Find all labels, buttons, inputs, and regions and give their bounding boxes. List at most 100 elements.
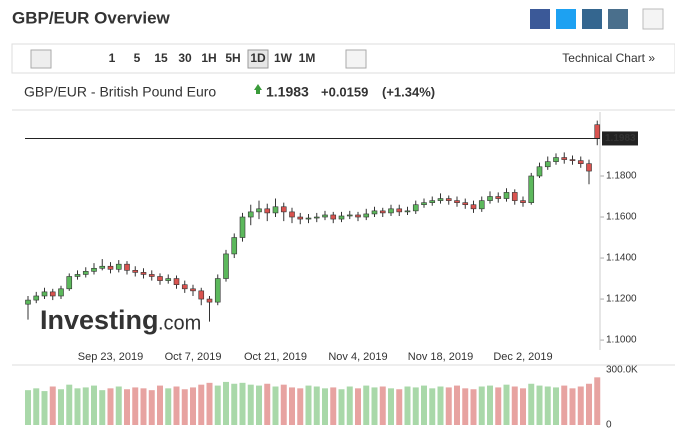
stocktwits-icon[interactable] (582, 9, 602, 29)
interval-button[interactable]: 5H (225, 51, 240, 65)
volume-tick-label: 300.0K (606, 365, 638, 376)
volume-bar (33, 388, 40, 425)
volume-bar (594, 377, 601, 425)
y-tick-label: 1.1600 (606, 212, 637, 223)
twitter-icon[interactable] (556, 9, 576, 29)
x-tick-label: Dec 2, 2019 (493, 351, 552, 363)
candle-body (305, 217, 312, 220)
volume-bar (206, 382, 213, 425)
volume-bar (355, 388, 361, 425)
volume-bar (528, 383, 535, 425)
price: 1.1983 (266, 84, 309, 100)
candle-body (264, 208, 271, 214)
candle-body (577, 160, 584, 164)
volume-bar (49, 386, 56, 425)
candle-body (544, 161, 551, 168)
candle-body (404, 210, 411, 213)
candle-body (322, 214, 328, 218)
volume-bar (82, 387, 89, 425)
volume-bar (313, 386, 320, 425)
volume-bar (198, 384, 205, 425)
candle-body (58, 288, 64, 297)
share-icons[interactable] (530, 8, 664, 30)
candle-body (272, 206, 279, 214)
settings-button[interactable] (345, 49, 367, 69)
volume-bar (412, 387, 419, 425)
volume-bar (322, 388, 328, 425)
volume-bar (495, 387, 502, 425)
x-tick-label: Nov 18, 2019 (408, 351, 473, 363)
candle-body (223, 253, 229, 279)
instrument-name: GBP/EUR - British Pound Euro (24, 84, 216, 100)
candle-body (74, 274, 81, 277)
candle-type-button[interactable] (30, 49, 52, 69)
candle-body (379, 210, 386, 214)
volume-bar (569, 388, 576, 425)
volume-bar (247, 384, 254, 425)
candle-body (157, 276, 163, 281)
volume-bar (272, 386, 279, 425)
volume-bar (173, 386, 180, 425)
volume-bar (280, 384, 287, 425)
interval-button[interactable]: 1 (109, 51, 116, 65)
candle-body (470, 204, 477, 210)
info-icon[interactable] (642, 8, 664, 30)
y-tick-label: 1.1400 (606, 253, 637, 264)
candle-body (289, 211, 295, 218)
volume-bar (190, 387, 196, 425)
volume-bar (165, 388, 172, 425)
watermark-suffix: .com (158, 312, 201, 334)
candle-body (115, 263, 122, 270)
candle-body (396, 208, 403, 213)
interval-button[interactable]: 1D (250, 51, 266, 65)
candle-body (437, 198, 444, 201)
volume-bar (371, 387, 378, 425)
line-type-button[interactable] (60, 50, 80, 68)
candle-body (487, 196, 493, 201)
volume-bar (462, 388, 469, 425)
volume-bar (470, 389, 477, 425)
email-icon[interactable] (608, 9, 628, 29)
candle-body (198, 290, 205, 300)
candle-body (231, 237, 238, 255)
candle-body (49, 291, 56, 297)
candle-body (91, 267, 97, 272)
candle-body (247, 211, 254, 218)
x-tick-label: Nov 4, 2019 (328, 351, 387, 363)
volume-bar (148, 390, 155, 425)
candle-body (124, 263, 130, 271)
volume-bar (577, 386, 584, 425)
candle-body (33, 295, 40, 301)
candle-body (594, 124, 601, 139)
facebook-icon[interactable] (530, 9, 550, 29)
volume-bar (41, 391, 48, 425)
volume-bar (231, 383, 238, 425)
candle-body (140, 272, 147, 275)
technical-chart-link[interactable]: Technical Chart » (562, 51, 655, 65)
volume-bar (586, 383, 592, 425)
candle-body (586, 163, 592, 172)
candle-body (561, 157, 568, 160)
interval-button[interactable]: 15 (154, 51, 168, 65)
candle-body (173, 278, 180, 285)
candle-body (165, 278, 172, 281)
candle-body (503, 192, 510, 199)
x-tick-label: Sep 23, 2019 (78, 351, 143, 363)
interval-button[interactable]: 30 (178, 51, 192, 65)
candle-body (280, 206, 287, 213)
x-tick-label: Oct 21, 2019 (244, 351, 307, 363)
watermark-brand: Investing (40, 305, 159, 335)
volume-bar (223, 381, 229, 425)
volume-bar (91, 385, 97, 425)
interval-button[interactable]: 1M (299, 51, 316, 65)
volume-bar (536, 385, 543, 425)
volume-bar (214, 385, 221, 425)
volume-bar (404, 386, 411, 425)
interval-button[interactable]: 1H (201, 51, 216, 65)
volume-bar (503, 384, 510, 425)
interval-button[interactable]: 5 (134, 51, 141, 65)
volume-bar (437, 386, 444, 425)
interval-button[interactable]: 1W (274, 51, 293, 65)
volume-bar (346, 386, 353, 425)
